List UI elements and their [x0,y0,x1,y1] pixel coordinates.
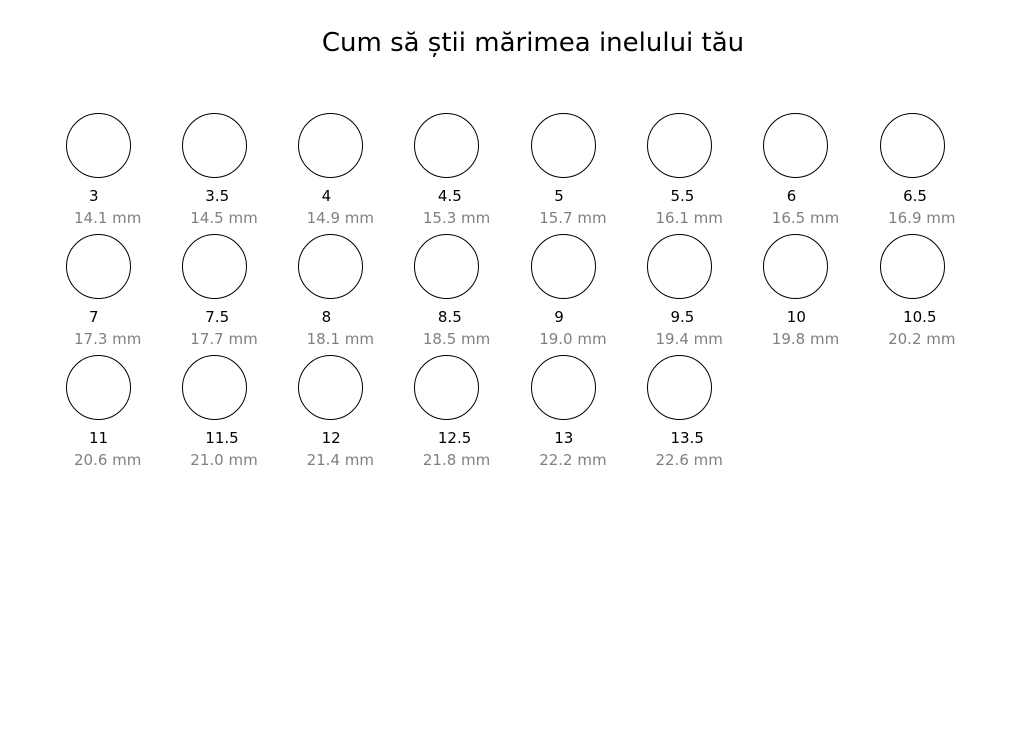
ring-size-label: 10 [786,308,806,326]
ring-diameter-label: 19.0 mm [539,330,607,348]
ring-circle [879,233,945,299]
ring-diameter-label: 20.6 mm [74,451,142,469]
ring-size-label: 6.5 [903,187,927,205]
ring-diameter-label: 20.2 mm [888,330,956,348]
ring-circle [181,233,247,299]
ring-diameter-label: 18.5 mm [422,330,491,348]
ring-size-label: 11 [89,429,109,447]
ring-diameter-label: 14.5 mm [190,209,258,227]
ring-circle [181,112,247,178]
ring-circle [181,354,247,420]
ring-size-label: 7 [89,308,99,326]
ring-circle [65,354,131,420]
ring-circle [414,112,480,178]
ring-diameter-label: 15.3 mm [422,209,491,227]
ring-size-label: 4 [321,187,332,205]
ring-diameter-label: 16.5 mm [771,209,840,227]
ring-size-label: 3.5 [205,187,230,205]
ring-size-label: 13 [554,429,574,447]
ring-diameter-label: 19.4 mm [655,330,723,348]
ring-size-label: 9.5 [670,308,695,326]
ring-size-label: 9 [554,308,564,326]
ring-circle [763,112,829,178]
ring-circle [530,112,596,178]
ring-diameter-label: 18.1 mm [306,330,374,348]
ring-circle [647,233,712,299]
ring-diameter-label: 15.7 mm [539,209,607,227]
ring-circle [647,354,712,420]
ring-size-label: 6 [786,187,797,205]
ring-circle [65,233,131,299]
ring-circle [647,112,712,178]
ring-circle [530,354,596,420]
ring-diameter-label: 19.8 mm [771,330,840,348]
ring-circle [879,112,945,178]
ring-size-label: 8.5 [437,308,462,326]
ring-diameter-label: 22.2 mm [539,451,607,469]
ring-size-label: 5.5 [670,187,695,205]
ring-circle [414,354,480,420]
ring-diameter-label: 14.9 mm [306,209,374,227]
ring-diameter-label: 17.7 mm [190,330,258,348]
ring-size-label: 7.5 [205,308,230,326]
ring-diameter-label: 16.1 mm [655,209,723,227]
page-title: Cum să știi mărimea inelului tău [321,28,745,58]
ring-size-label: 13.5 [670,429,704,447]
ring-size-label: 12 [321,429,341,447]
ring-size-label: 3 [89,187,99,205]
ring-diameter-label: 22.6 mm [655,451,723,469]
ring-size-label: 11.5 [205,429,239,447]
ring-circle [530,233,596,299]
ring-size-label: 10.5 [903,308,937,326]
ring-circle [298,233,364,299]
ring-circle [298,354,364,420]
ring-diameter-label: 21.8 mm [422,451,491,469]
ring-circle [763,233,829,299]
ring-size-label: 4.5 [437,187,462,205]
ring-diameter-label: 17.3 mm [74,330,142,348]
ring-circle [298,112,364,178]
ring-size-label: 12.5 [437,429,472,447]
ring-diameter-label: 21.4 mm [306,451,374,469]
ring-diameter-label: 14.1 mm [74,209,142,227]
ring-size-label: 8 [321,308,332,326]
ring-circle [414,233,480,299]
ring-size-label: 5 [554,187,564,205]
ring-diameter-label: 16.9 mm [888,209,956,227]
ring-diameter-label: 21.0 mm [190,451,258,469]
ring-circle [65,112,131,178]
